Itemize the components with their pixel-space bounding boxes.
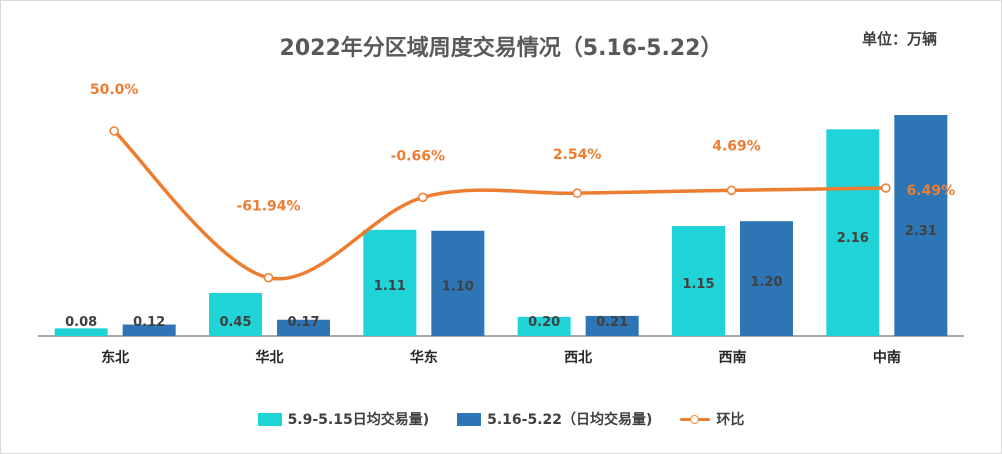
data-label-this-week: 0.12 (133, 315, 165, 330)
data-label-prev-week: 2.16 (837, 231, 869, 246)
bar-prev-week (826, 129, 880, 336)
data-label-prev-week: 1.15 (682, 277, 714, 292)
data-label-this-week: 0.21 (596, 315, 628, 330)
x-tick-label: 中南 (873, 349, 901, 366)
data-label-this-week: 2.31 (905, 224, 937, 239)
mom-data-label: 2.54% (553, 147, 602, 163)
legend-item-mom: 环比 (680, 409, 744, 429)
bar-this-week (431, 230, 485, 336)
legend-label-prev-week: 5.9-5.15日均交易量) (287, 412, 430, 428)
data-label-this-week: 1.10 (442, 279, 474, 294)
bar-this-week (894, 115, 948, 336)
x-tick-label: 东北 (101, 349, 129, 366)
legend-swatch-this-week (457, 412, 482, 426)
mom-data-label: -61.94% (236, 199, 300, 215)
bar-this-week (585, 315, 639, 336)
bar-this-week (277, 319, 330, 336)
x-tick-label: 西南 (719, 349, 747, 366)
mom-data-label: -0.66% (391, 148, 445, 164)
data-label-this-week: 1.20 (750, 275, 782, 290)
x-tick-label: 华东 (410, 349, 438, 366)
mom-point (881, 183, 891, 193)
bar-prev-week (672, 225, 725, 336)
legend-item-prev-week: 5.9-5.15日均交易量) (257, 409, 430, 429)
mom-point (263, 272, 274, 283)
x-tick-label: 华北 (256, 349, 284, 366)
mom-data-label: 50.0% (90, 82, 139, 98)
legend-swatch-prev-week (257, 412, 282, 426)
mom-point (726, 185, 737, 196)
data-label-prev-week: 0.08 (65, 315, 97, 330)
mom-point (572, 188, 582, 198)
unit-label: 单位：万辆 (862, 30, 938, 48)
data-label-prev-week: 1.11 (374, 279, 406, 294)
data-label-prev-week: 0.20 (528, 315, 560, 330)
bar-prev-week (517, 316, 571, 336)
data-label-this-week: 0.17 (287, 315, 319, 330)
mom-data-label: 4.69% (712, 138, 761, 154)
bar-prev-week (54, 328, 108, 336)
legend-label-mom: 环比 (716, 412, 745, 428)
mom-data-label: 6.49% (907, 183, 956, 199)
mom-line (112, 129, 888, 281)
mom-point (109, 126, 119, 136)
legend-swatch-mom (680, 413, 711, 426)
bar-this-week (122, 324, 176, 336)
bar-this-week (740, 221, 793, 336)
x-tick-label: 西北 (564, 350, 592, 366)
bar-prev-week (363, 229, 417, 336)
mom-point (418, 192, 428, 203)
legend: 5.9-5.15日均交易量) 5.16-5.22（日均交易量) 环比 (0, 409, 1002, 429)
legend-item-this-week: 5.16-5.22（日均交易量) (457, 409, 652, 429)
bar-prev-week (209, 292, 262, 336)
chart-title: 2022年分区域周度交易情况（5.16-5.22） (279, 36, 723, 61)
data-label-prev-week: 0.45 (219, 315, 251, 330)
legend-label-this-week: 5.16-5.22（日均交易量) (487, 412, 653, 428)
